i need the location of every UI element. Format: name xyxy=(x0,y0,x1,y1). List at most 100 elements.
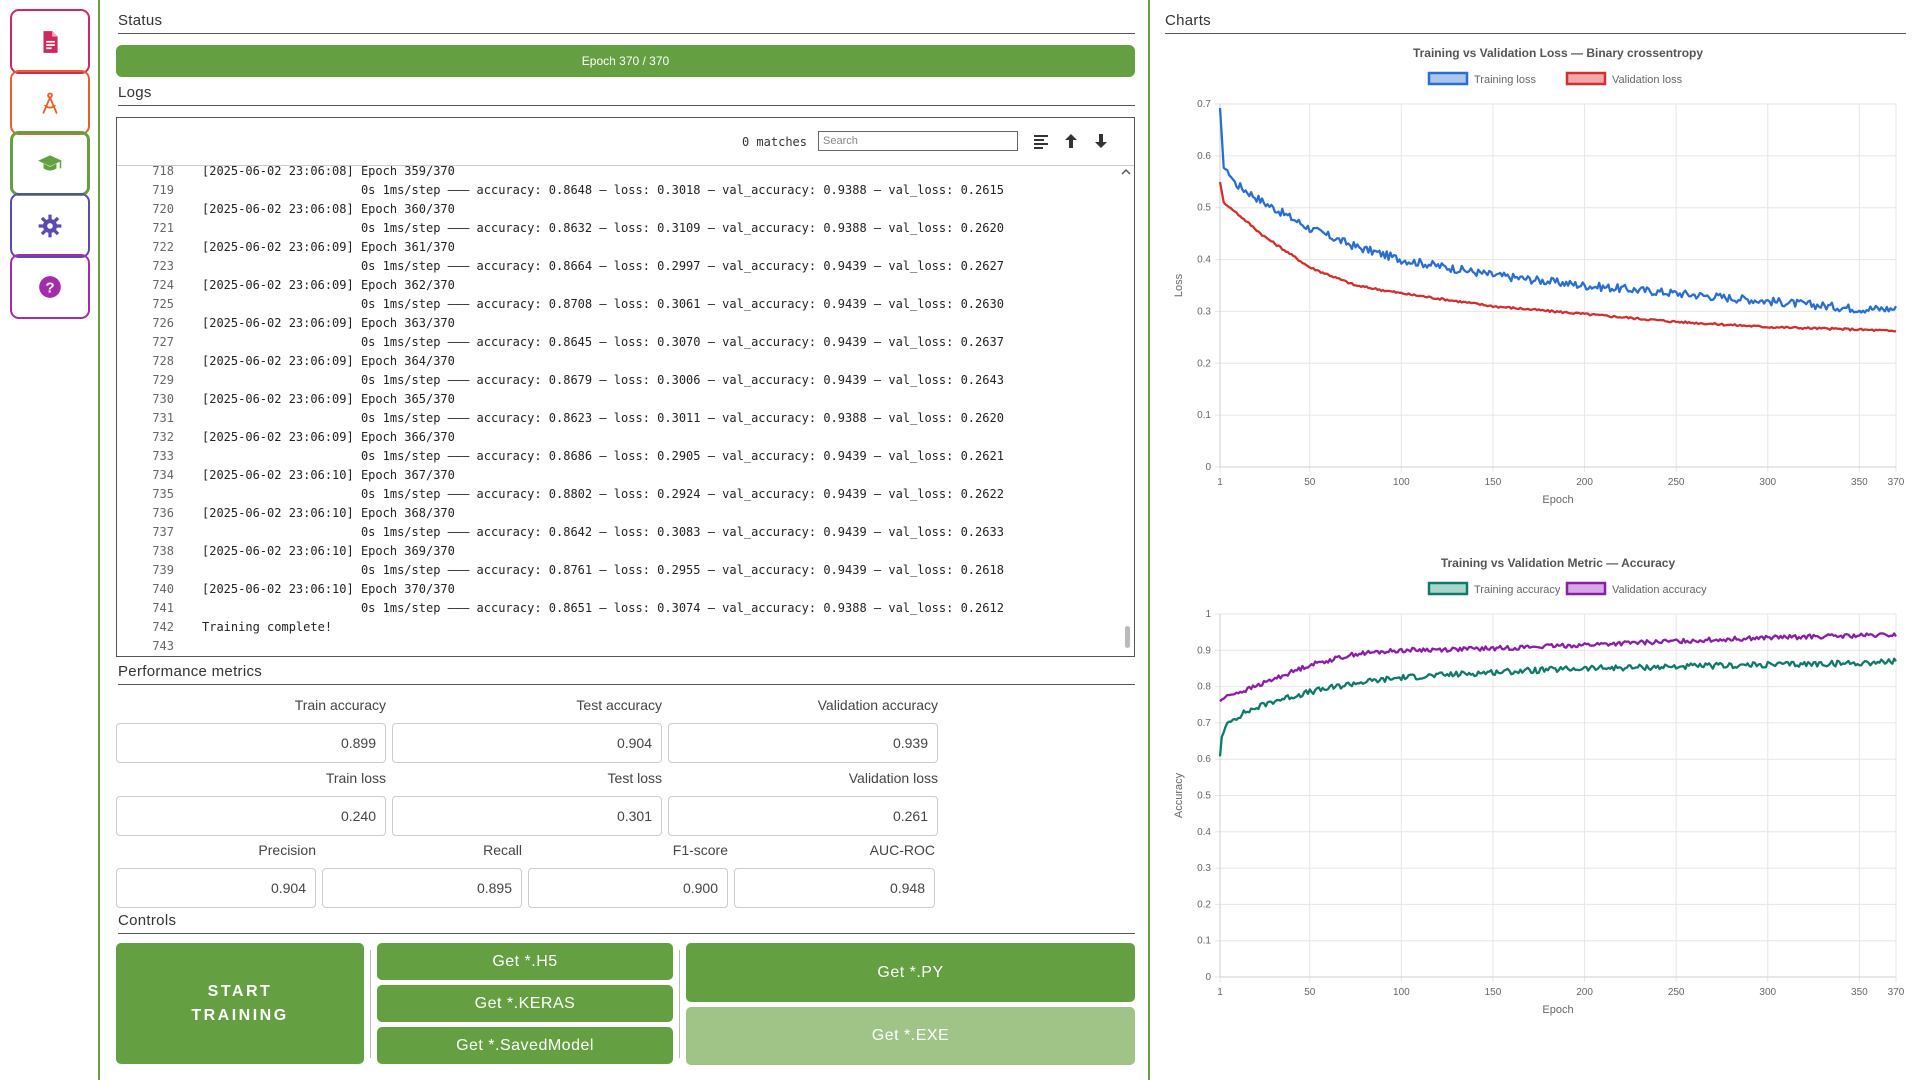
log-line: 729 0s 1ms/step ——— accuracy: 0.8679 — l… xyxy=(117,371,1120,390)
metric-value-field[interactable] xyxy=(528,868,728,908)
start-training-button[interactable]: START TRAINING xyxy=(116,943,364,1064)
sidebar-item-training[interactable] xyxy=(10,131,90,196)
log-text: 0s 1ms/step ——— accuracy: 0.8679 — loss:… xyxy=(202,373,1004,387)
log-line: 741 0s 1ms/step ——— accuracy: 0.8651 — l… xyxy=(117,599,1120,618)
log-search-input[interactable] xyxy=(818,131,1018,151)
training-progress-bar: Epoch 370 / 370 xyxy=(116,45,1135,77)
logs-section-title: Logs xyxy=(118,84,1135,106)
status-section-title: Status xyxy=(118,12,1135,34)
metric-value-field[interactable] xyxy=(116,796,386,836)
x-tick-label: 200 xyxy=(1576,987,1593,998)
log-line: 734 [2025-06-02 23:06:10] Epoch 367/370 xyxy=(117,466,1120,485)
line-number: 722 xyxy=(152,240,174,254)
legend-item[interactable]: Validation loss xyxy=(1565,71,1683,86)
wrap-lines-button[interactable] xyxy=(1030,130,1052,152)
sidebar-item-help[interactable]: ? xyxy=(10,254,90,319)
line-number: 739 xyxy=(152,563,174,577)
metric-value-field[interactable] xyxy=(116,868,316,908)
gear-icon xyxy=(38,214,62,237)
line-number: 733 xyxy=(152,449,174,463)
log-line: 742 Training complete! xyxy=(117,618,1120,637)
get-savedmodel-button[interactable]: Get *.SavedModel xyxy=(377,1027,673,1064)
main-panel: Status Epoch 370 / 370 Logs 0 matches 71… xyxy=(102,0,1150,1080)
log-line: 731 0s 1ms/step ——— accuracy: 0.8623 — l… xyxy=(117,409,1120,428)
y-tick-label: 0 xyxy=(1205,972,1211,983)
log-text: 0s 1ms/step ——— accuracy: 0.8686 — loss:… xyxy=(202,449,1004,463)
charts-panel: Charts Training vs Validation Loss — Bin… xyxy=(1152,0,1920,1080)
metric-value-field[interactable] xyxy=(734,868,935,908)
line-number: 728 xyxy=(152,354,174,368)
log-line: 735 0s 1ms/step ——— accuracy: 0.8802 — l… xyxy=(117,485,1120,504)
y-tick-label: 0.2 xyxy=(1197,358,1211,369)
log-lines: 718 [2025-06-02 23:06:08] Epoch 359/370 71… xyxy=(117,166,1120,656)
metric-label: Validation loss xyxy=(848,770,938,786)
metric-value-field[interactable] xyxy=(116,723,386,763)
log-text: Training complete! xyxy=(202,620,333,634)
x-tick-label: 370 xyxy=(1888,987,1905,998)
log-line: 724 [2025-06-02 23:06:09] Epoch 362/370 xyxy=(117,276,1120,295)
line-number: 723 xyxy=(152,259,174,273)
log-text: [2025-06-02 23:06:09] Epoch 365/370 xyxy=(202,392,455,406)
metric-label: Test loss xyxy=(607,770,662,786)
scrollbar-thumb[interactable] xyxy=(1125,626,1130,648)
metric-value-field[interactable] xyxy=(668,723,938,763)
sidebar-item-document[interactable] xyxy=(10,9,90,74)
legend-label: Training accuracy xyxy=(1474,584,1561,596)
log-text: [2025-06-02 23:06:10] Epoch 367/370 xyxy=(202,468,455,482)
legend-item[interactable]: Training loss xyxy=(1427,71,1536,86)
line-number: 742 xyxy=(152,620,174,634)
log-line: 730 [2025-06-02 23:06:09] Epoch 365/370 xyxy=(117,390,1120,409)
line-number: 718 xyxy=(152,166,174,178)
line-number: 734 xyxy=(152,468,174,482)
metric-value-field[interactable] xyxy=(392,723,662,763)
legend-label: Validation loss xyxy=(1612,74,1683,86)
scroll-up-icon xyxy=(1121,168,1131,175)
x-tick-label: 150 xyxy=(1485,987,1502,998)
align-lines-icon xyxy=(1034,135,1048,149)
next-match-button[interactable] xyxy=(1090,130,1112,152)
legend-item[interactable]: Training accuracy xyxy=(1427,581,1561,596)
legend-item[interactable]: Validation accuracy xyxy=(1565,581,1707,596)
y-tick-label: 0.8 xyxy=(1197,682,1211,693)
metric-label: Precision xyxy=(258,842,316,858)
x-tick-label: 350 xyxy=(1851,477,1868,488)
log-text: [2025-06-02 23:06:09] Epoch 364/370 xyxy=(202,354,455,368)
metric-label: Recall xyxy=(483,842,522,858)
metric-value-field[interactable] xyxy=(392,796,662,836)
y-tick-label: 0.1 xyxy=(1197,936,1211,947)
sidebar-item-settings[interactable] xyxy=(10,193,90,258)
line-number: 725 xyxy=(152,297,174,311)
line-number: 735 xyxy=(152,487,174,501)
controls-divider xyxy=(370,950,371,1058)
line-number: 724 xyxy=(152,278,174,292)
log-text: [2025-06-02 23:06:08] Epoch 359/370 xyxy=(202,166,455,178)
start-training-line2: TRAINING xyxy=(191,1006,289,1024)
prev-match-button[interactable] xyxy=(1060,130,1082,152)
log-text: [2025-06-02 23:06:10] Epoch 368/370 xyxy=(202,506,455,520)
y-tick-label: 0.3 xyxy=(1197,863,1211,874)
log-line: 733 0s 1ms/step ——— accuracy: 0.8686 — l… xyxy=(117,447,1120,466)
graduation-cap-icon xyxy=(38,154,62,170)
log-line: 727 0s 1ms/step ——— accuracy: 0.8645 — l… xyxy=(117,333,1120,352)
arrow-up-icon xyxy=(1065,134,1077,148)
log-text: [2025-06-02 23:06:10] Epoch 369/370 xyxy=(202,544,455,558)
series-line xyxy=(1218,657,1897,757)
x-tick-label: 370 xyxy=(1888,477,1905,488)
match-count: 0 matches xyxy=(741,135,807,149)
metric-value-field[interactable] xyxy=(322,868,522,908)
log-scrollbar[interactable] xyxy=(1119,166,1133,656)
metric-value-field[interactable] xyxy=(668,796,938,836)
get-exe-button[interactable]: Get *.EXE xyxy=(686,1007,1135,1065)
series-line xyxy=(1219,632,1897,703)
log-text: [2025-06-02 23:06:09] Epoch 363/370 xyxy=(202,316,455,330)
metric-label: AUC-ROC xyxy=(869,842,935,858)
progress-text: Epoch 370 / 370 xyxy=(581,54,670,68)
chart-title: Training vs Validation Metric — Accuracy xyxy=(1441,556,1676,570)
metric-label: Test accuracy xyxy=(576,697,662,713)
sidebar-item-model[interactable] xyxy=(10,70,90,135)
get-keras-button[interactable]: Get *.KERAS xyxy=(377,985,673,1022)
get-py-button[interactable]: Get *.PY xyxy=(686,943,1135,1002)
log-line: 720 [2025-06-02 23:06:08] Epoch 360/370 xyxy=(117,200,1120,219)
get-h5-button[interactable]: Get *.H5 xyxy=(377,943,673,980)
loss-chart: Training vs Validation Loss — Binary cro… xyxy=(1173,46,1905,506)
